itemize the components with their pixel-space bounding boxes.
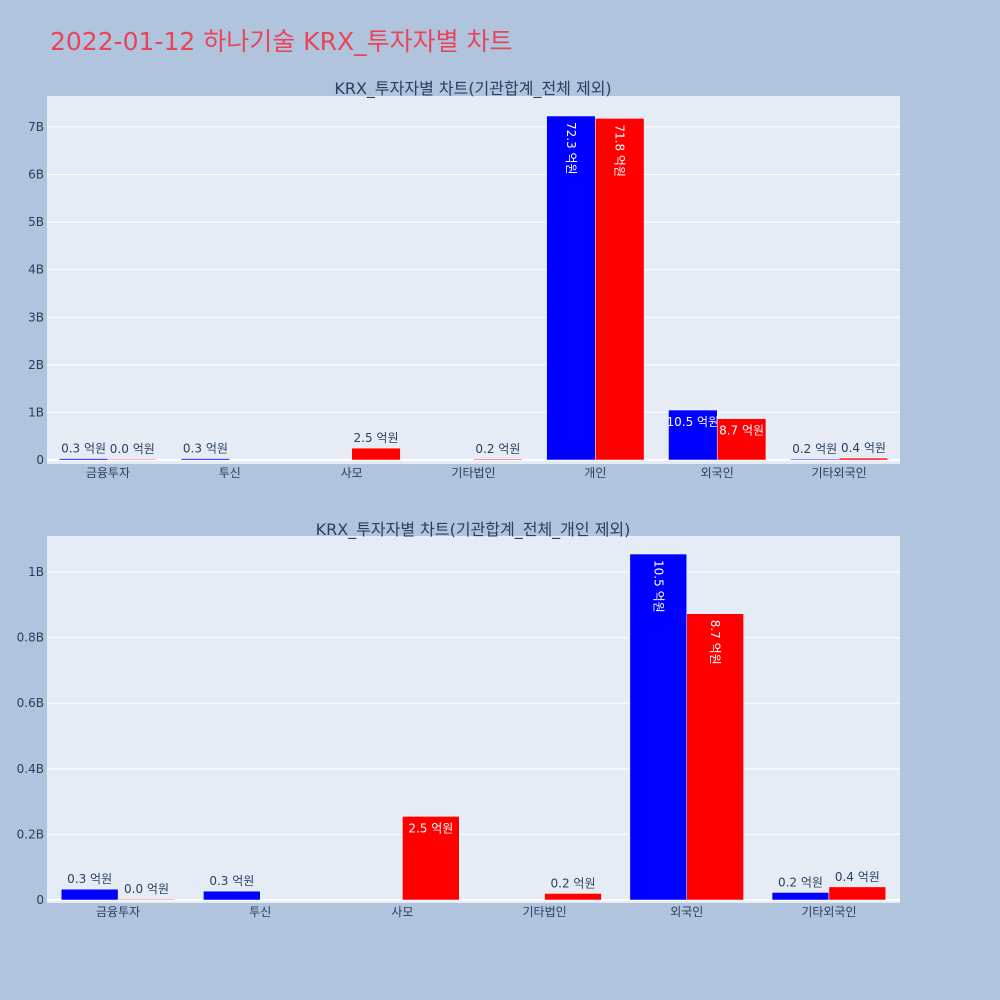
y-tick-label: 5B [28,215,44,229]
bar-data-label: 10.5 억원 [651,560,665,613]
bar-sell [716,418,767,461]
bar-sell [686,613,744,901]
bar-buy [546,115,596,461]
bar-data-label: 0.3 억원 [183,442,228,456]
bar-buy [629,553,688,901]
plot-area [47,536,900,903]
x-tick-label: 외국인 [670,905,703,919]
x-tick-label: 기타외국인 [811,466,866,480]
y-tick-label: 3B [28,310,44,324]
chart-bottom: 0 0.2B 0.4B 0.6B 0.8B 1B KRX_투자자별 차트(기관합계_전체_개… [17,520,900,919]
y-tick-label: 2B [28,358,44,372]
bar-sell [351,447,401,461]
bar-data-label: 0.2 억원 [475,442,520,456]
chart-title: KRX_투자자별 차트(기관합계_전체 제외) [334,79,611,99]
bar-sell [838,457,889,461]
bar-data-label: 0.3 억원 [67,872,112,886]
bar-sell [402,816,460,901]
x-tick-label: 개인 [584,466,606,480]
bar-sell [828,886,887,901]
bar-buy [203,890,261,901]
chart-title: KRX_투자자별 차트(기관합계_전체_개인 제외) [316,520,631,540]
y-tick-label: 0 [36,893,44,907]
y-tick-label: 1B [28,405,44,419]
bar-buy [58,458,109,461]
bar-data-label: 0.0 억원 [110,442,155,456]
bar-data-label: 10.5 억원 [667,415,720,429]
y-tick-label: 6B [28,168,44,182]
plot-area [47,96,900,464]
bar-data-label: 71.8 억원 [613,124,627,177]
x-tick-label: 외국인 [701,466,734,480]
bar-data-label: 8.7 억원 [708,620,722,665]
bar-buy [60,888,119,901]
bar-buy [180,458,231,461]
y-tick-label: 0.4B [17,762,44,776]
bar-data-label: 2.5 억원 [408,821,453,835]
x-tick-label: 기타외국인 [801,905,856,919]
x-tick-label: 투신 [219,466,241,480]
y-tick-label: 0 [36,453,44,467]
x-tick-label: 투신 [249,905,271,919]
page-title: 2022-01-12 하나기술 KRX_투자자별 차트 [50,27,513,56]
y-tick-label: 4B [28,263,44,277]
x-tick-label: 금융투자 [96,905,140,919]
y-tick-label: 1B [28,565,44,579]
bar-data-label: 0.4 억원 [841,441,886,455]
chart-top: 0 1B 2B 3B 4B 5B 6B 7B KRX_투자자별 차트(기관합계_전체 제외) 금융… [28,79,900,480]
bar-data-label: 0.3 억원 [61,442,106,456]
bar-data-label: 8.7 억원 [719,424,764,438]
bar-data-label: 0.2 억원 [778,875,823,889]
bar-sell [473,458,523,461]
bar-buy [771,892,830,901]
y-tick-label: 0.6B [17,696,44,710]
bar-data-label: 0.2 억원 [551,876,596,890]
x-tick-label: 사모 [391,905,413,919]
bar-data-label: 0.3 억원 [209,874,254,888]
bar-data-label: 0.0 억원 [124,882,169,896]
y-tick-label: 0.8B [17,631,44,645]
x-tick-label: 금융투자 [86,466,130,480]
y-tick-label: 0.2B [17,827,44,841]
bar-sell [107,458,157,461]
x-tick-label: 사모 [341,466,363,480]
bar-sell [117,898,176,901]
bar-buy [668,409,718,461]
bar-data-label: 0.2 억원 [792,442,837,456]
bar-data-label: 0.4 억원 [835,870,880,884]
bar-buy [790,458,840,461]
y-tick-label: 7B [28,120,44,134]
x-tick-label: 기타법인 [522,905,566,919]
bar-data-label: 72.3 억원 [564,122,578,175]
bar-sell [595,118,645,461]
x-tick-label: 기타법인 [451,466,495,480]
bar-sell [544,893,602,901]
bar-data-label: 2.5 억원 [354,431,399,445]
